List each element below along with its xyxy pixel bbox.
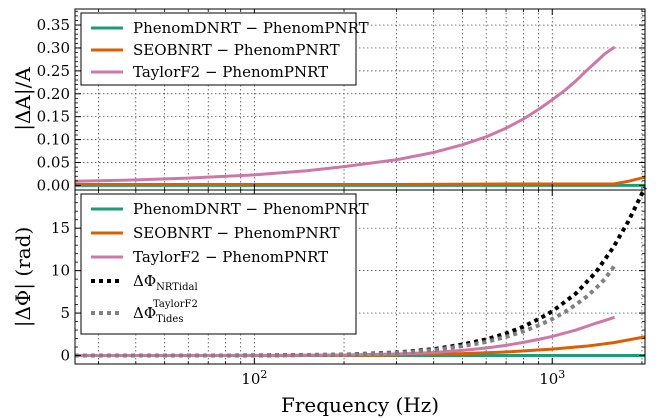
bottom-series-group — [74, 186, 647, 358]
bottom-series-1 — [75, 335, 646, 358]
top-ytick-label: 0.30 — [37, 39, 70, 57]
top-series-2 — [74, 45, 616, 183]
xtick-label-100: 102 — [241, 368, 267, 388]
top-ytick-label: 0.35 — [37, 16, 70, 34]
bottom-panel: 0 5 10 15 102 103 PhenomDNRT − PhenomPNRT SEOB… — [11, 186, 647, 417]
top-ytick-label: 0.00 — [37, 176, 70, 194]
top-legend-label-2: TaylorF2 − PhenomPNRT — [133, 63, 328, 81]
bottom-plot-frame — [74, 189, 646, 365]
bottom-legend-label-4: ΔΦTides — [133, 304, 183, 325]
x-axis-label: Frequency (Hz) — [281, 393, 439, 417]
bottom-ytick-label: 15 — [51, 219, 70, 237]
top-legend-label-0: PhenomDNRT − PhenomPNRT — [133, 19, 369, 37]
top-legend: PhenomDNRT − PhenomPNRT SEOBNRT − PhenomP… — [80, 12, 369, 86]
bottom-legend-box — [80, 193, 357, 335]
bottom-series-3 — [74, 186, 647, 358]
bottom-ytick-label: 0 — [60, 347, 70, 365]
top-legend-box — [80, 12, 357, 86]
top-ticks: 0.00 0.05 0.10 0.15 0.20 0.25 0.30 0.35 — [37, 9, 645, 194]
bottom-legend-label-3: ΔΦNRTidal — [133, 272, 198, 293]
top-panel: 0.00 0.05 0.10 0.15 0.20 0.25 0.30 0.35 PhenomD… — [11, 8, 646, 194]
bottom-series-2 — [74, 315, 616, 358]
top-ylabel: |ΔA|/A — [11, 67, 36, 131]
bottom-ytick-label: 5 — [60, 304, 70, 322]
bottom-ytick-label: 10 — [51, 262, 70, 280]
top-ytick-label: 0.05 — [37, 154, 70, 172]
bottom-series-4 — [74, 264, 617, 358]
bottom-ylabel: |ΔΦ| (rad) — [11, 227, 36, 328]
top-ytick-label: 0.10 — [37, 131, 70, 149]
bottom-legend: PhenomDNRT − PhenomPNRT SEOBNRT − PhenomP… — [80, 193, 369, 335]
top-ytick-label: 0.15 — [37, 108, 70, 126]
top-legend-label-1: SEOBNRT − PhenomPNRT — [133, 41, 340, 59]
bottom-legend-label-2: TaylorF2 − PhenomPNRT — [133, 248, 328, 266]
bottom-legend-label-0: PhenomDNRT − PhenomPNRT — [133, 200, 369, 218]
xtick-label-1000: 103 — [539, 368, 565, 388]
bottom-legend-label-1: SEOBNRT − PhenomPNRT — [133, 224, 340, 242]
bottom-legend-sup-4: TaylorF2 — [153, 299, 198, 310]
top-ytick-label: 0.20 — [37, 85, 70, 103]
top-ytick-label: 0.25 — [37, 62, 70, 80]
bottom-ticks: 0 5 10 15 102 103 — [51, 190, 645, 388]
